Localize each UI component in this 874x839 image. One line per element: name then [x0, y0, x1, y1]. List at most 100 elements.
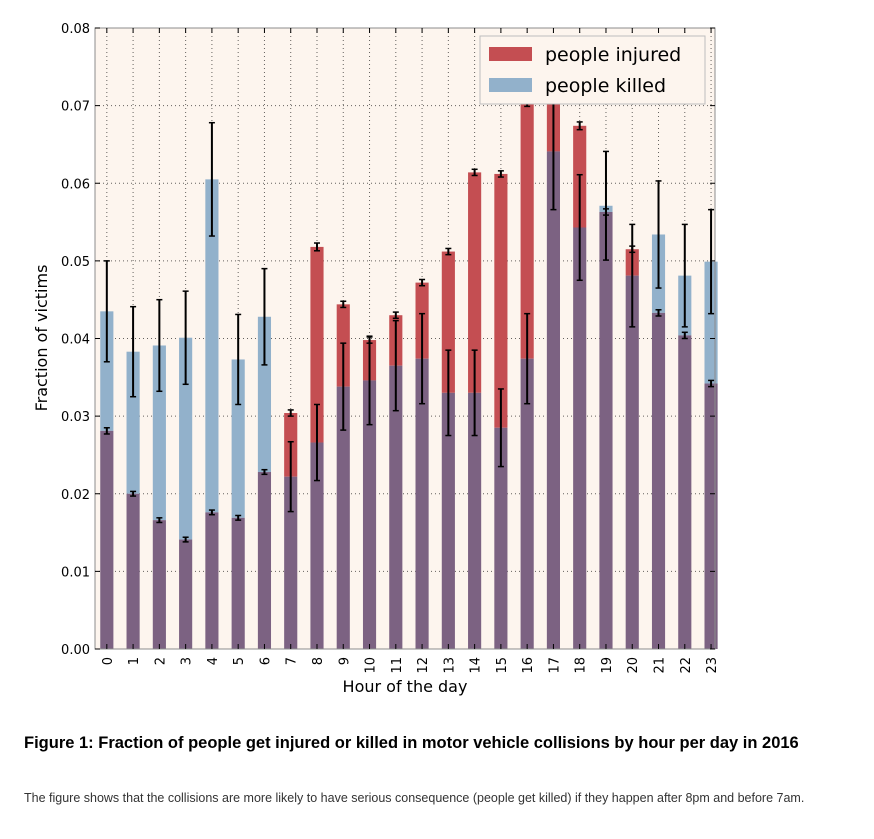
bar-overlap-22: [678, 335, 692, 649]
bar-killed-1: [126, 351, 140, 494]
x-tick-label: 17: [547, 657, 562, 674]
errorbar-injured-13: [445, 247, 452, 256]
bar-overlap-2: [152, 520, 166, 649]
errorbar-injured-1: [130, 490, 137, 497]
errorbar-killed-6: [261, 267, 268, 366]
bar-injured-15: [494, 173, 508, 428]
x-tick-label: 22: [679, 657, 694, 674]
errorbar-killed-5: [235, 313, 242, 406]
errorbar-injured-18: [576, 121, 583, 131]
errorbar-killed-2: [156, 298, 163, 393]
bar-overlap-19: [599, 211, 613, 649]
bar-killed-2: [152, 345, 166, 521]
bar-overlap-9: [336, 386, 350, 649]
y-tick-label: 0.04: [61, 333, 90, 348]
x-tick-label: 19: [600, 657, 615, 674]
errorbar-killed-10: [366, 335, 373, 426]
x-tick-label: 15: [495, 657, 510, 674]
bar-overlap-4: [205, 512, 219, 649]
y-tick-label: 0.06: [61, 177, 90, 192]
figure-caption-body: The figure shows that the collisions are…: [24, 791, 805, 805]
bar-overlap-10: [362, 380, 377, 649]
legend-label-killed: people killed: [545, 75, 666, 97]
errorbar-killed-12: [419, 312, 426, 405]
x-axis-label: Hour of the day: [343, 677, 468, 696]
y-tick-label: 0.07: [61, 100, 90, 115]
legend-label-injured: people injured: [545, 44, 681, 66]
errorbar-killed-20: [629, 223, 636, 328]
errorbar-killed-7: [287, 440, 294, 513]
error-bars: [103, 90, 715, 543]
errorbar-killed-16: [524, 312, 531, 405]
legend: people injured people killed: [479, 35, 706, 105]
bar-overlap-11: [389, 365, 403, 649]
x-tick-label: 1: [127, 657, 142, 665]
errorbar-killed-18: [576, 173, 583, 282]
figure-caption-title: Figure 1: Fraction of people get injured…: [24, 734, 799, 752]
errorbar-killed-21: [655, 180, 662, 289]
bar-injured-16: [520, 103, 534, 359]
errorbar-injured-23: [708, 379, 715, 388]
x-tick-label: 8: [311, 657, 326, 665]
bar-overlap-21: [651, 312, 666, 649]
bar-killed-6: [257, 316, 272, 473]
bar-overlap-0: [100, 430, 114, 649]
bar-overlap-14: [468, 392, 482, 649]
errorbar-killed-13: [445, 349, 452, 437]
errorbar-injured-21: [655, 309, 662, 317]
errorbar-killed-23: [708, 208, 715, 315]
x-tick-label: 20: [626, 657, 641, 674]
errorbar-injured-5: [235, 514, 242, 521]
legend-swatch-injured: [489, 47, 532, 61]
y-tick-label: 0.01: [61, 565, 90, 580]
bar-overlap-18: [573, 227, 587, 649]
bar-overlap-7: [284, 476, 298, 649]
bar-overlap-23: [704, 383, 718, 649]
bar-killed-23: [704, 261, 718, 384]
bar-killed-0: [100, 311, 114, 431]
bar-overlap-20: [625, 275, 639, 649]
errorbar-injured-11: [392, 311, 399, 320]
x-tick-label: 4: [206, 657, 221, 665]
bars: [100, 95, 718, 649]
x-tick-label: 14: [469, 657, 484, 674]
errorbar-injured-22: [681, 331, 688, 340]
bar-overlap-5: [231, 517, 245, 649]
bar-overlap-15: [494, 427, 508, 649]
x-tick-label: 10: [364, 657, 379, 674]
bar-overlap-12: [415, 358, 429, 649]
errorbar-injured-15: [497, 170, 504, 178]
y-axis-label: Fraction of victims: [32, 265, 51, 412]
bar-overlap-8: [310, 442, 324, 649]
errorbar-killed-4: [208, 121, 215, 237]
x-tick-label: 23: [705, 657, 720, 674]
x-tick-label: 11: [390, 657, 405, 674]
y-tick-label: 0.03: [61, 410, 90, 425]
errorbar-injured-9: [340, 300, 347, 309]
errorbar-killed-14: [471, 349, 478, 437]
x-tick-label: 6: [258, 657, 273, 665]
errorbar-killed-8: [313, 403, 320, 482]
errorbar-injured-0: [103, 427, 110, 435]
y-tick-label: 0.02: [61, 488, 90, 503]
errorbar-killed-3: [182, 290, 189, 386]
bar-injured-14: [468, 172, 482, 393]
errorbar-injured-12: [419, 278, 426, 287]
x-tick-label: 9: [337, 657, 352, 665]
errorbar-killed-11: [392, 319, 399, 412]
errorbar-injured-14: [471, 168, 478, 177]
errorbar-killed-9: [340, 342, 347, 431]
bar-overlap-16: [520, 358, 534, 649]
bar-injured-13: [441, 251, 455, 393]
errorbar-killed-0: [103, 260, 110, 363]
x-tick-label: 7: [285, 657, 300, 665]
bar-overlap-17: [546, 151, 560, 649]
bar-overlap-6: [257, 472, 272, 649]
y-tick-label: 0.00: [61, 643, 90, 658]
x-tick-label: 21: [653, 657, 668, 674]
bar-overlap-3: [179, 539, 193, 649]
bar-killed-3: [179, 337, 193, 540]
x-tick-label: 5: [232, 657, 247, 665]
errorbar-injured-2: [156, 517, 163, 524]
